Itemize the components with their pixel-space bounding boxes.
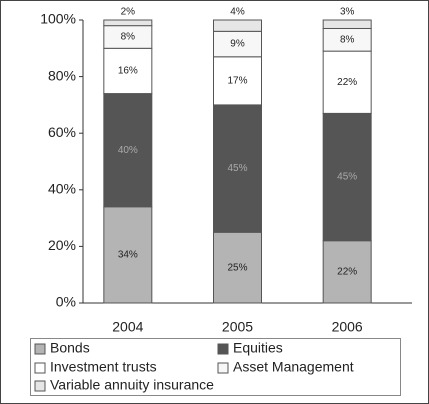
legend-label: Equities <box>233 340 283 356</box>
bar-segment <box>213 19 262 32</box>
value-label: 2% <box>121 7 136 18</box>
bar-segment <box>103 206 153 304</box>
legend-swatch <box>217 362 229 374</box>
y-tick-label: 100% <box>40 11 76 27</box>
y-tick-label: 0% <box>56 294 76 310</box>
value-label: 40% <box>118 145 138 156</box>
value-label: 25% <box>227 262 247 273</box>
legend-label: Investment trusts <box>50 359 157 375</box>
bar-segment <box>322 240 372 304</box>
value-label: 4% <box>230 7 245 18</box>
y-tick-label: 20% <box>48 237 76 253</box>
value-label: 34% <box>118 250 138 261</box>
value-label: 16% <box>118 66 138 77</box>
value-label: 9% <box>230 39 245 50</box>
legend-label: Variable annuity insurance <box>50 377 214 393</box>
bar-segment <box>322 50 372 114</box>
bar-segment <box>322 19 372 29</box>
legend-label: Asset Management <box>233 359 354 375</box>
y-tick-label: 80% <box>48 67 76 83</box>
y-tick-label: 40% <box>48 181 76 197</box>
value-label: 45% <box>227 163 247 174</box>
legend-swatch <box>34 362 46 374</box>
legend-box <box>30 338 401 396</box>
x-tick-label: 2006 <box>332 319 363 335</box>
value-label: 8% <box>340 34 355 45</box>
x-tick-label: 2005 <box>222 319 253 335</box>
value-label: 45% <box>337 172 357 183</box>
bar-segment <box>322 112 372 242</box>
value-label: 17% <box>227 75 247 86</box>
bar-segment <box>103 19 153 27</box>
legend-swatch <box>34 380 46 392</box>
value-label: 3% <box>340 7 355 18</box>
bar-segment <box>103 93 153 208</box>
legend-swatch <box>217 343 229 355</box>
value-label: 22% <box>337 267 357 278</box>
y-tick-label: 60% <box>48 124 76 140</box>
legend-swatch <box>34 343 46 355</box>
value-label: 8% <box>121 32 136 43</box>
x-tick-label: 2004 <box>112 319 143 335</box>
value-label: 22% <box>337 77 357 88</box>
bar-segment <box>103 47 153 95</box>
legend-label: Bonds <box>50 340 90 356</box>
